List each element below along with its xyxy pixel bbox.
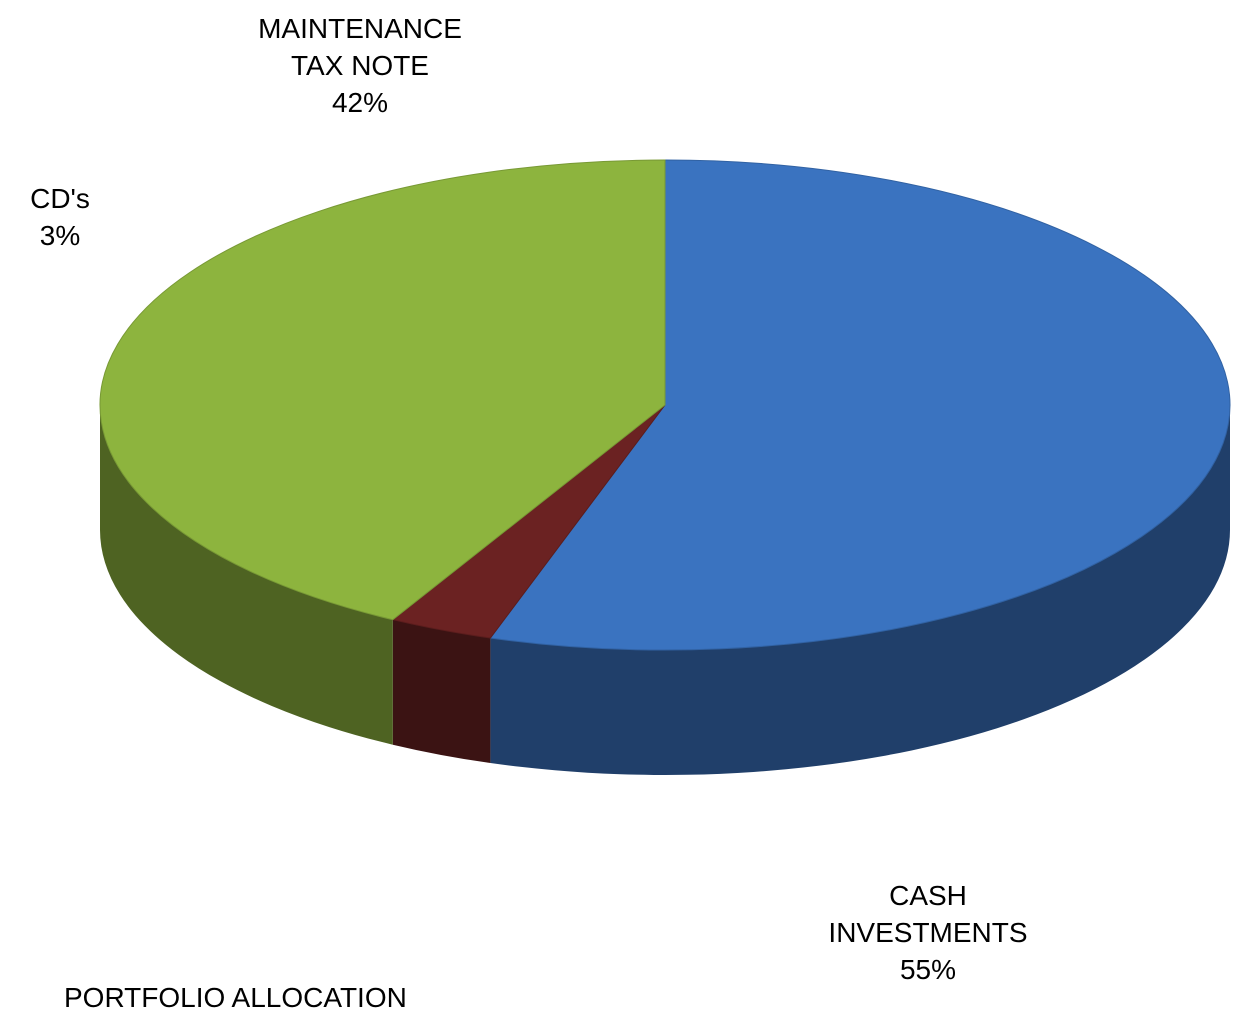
value-label: 42% [331,87,389,118]
pie-side [490,405,1230,775]
chart-title: PORTFOLIO ALLOCATION [64,982,407,1013]
slice-label: CD's 3% [0,180,120,254]
pie-side [100,405,393,745]
category-label: MAINTENANCE TAX NOTE [258,13,462,81]
category-label: CD's [30,183,90,214]
pie-slice [489,159,1231,651]
slice-label: MAINTENANCE TAX NOTE 42% [235,10,485,121]
pie-slice [99,159,666,621]
value-label: 3% [39,220,81,251]
slice-label: CASH INVESTMENTS 55% [803,877,1053,988]
pie-side [392,619,491,764]
value-label: 55% [899,954,957,985]
category-label: CASH INVESTMENTS [828,880,1028,948]
